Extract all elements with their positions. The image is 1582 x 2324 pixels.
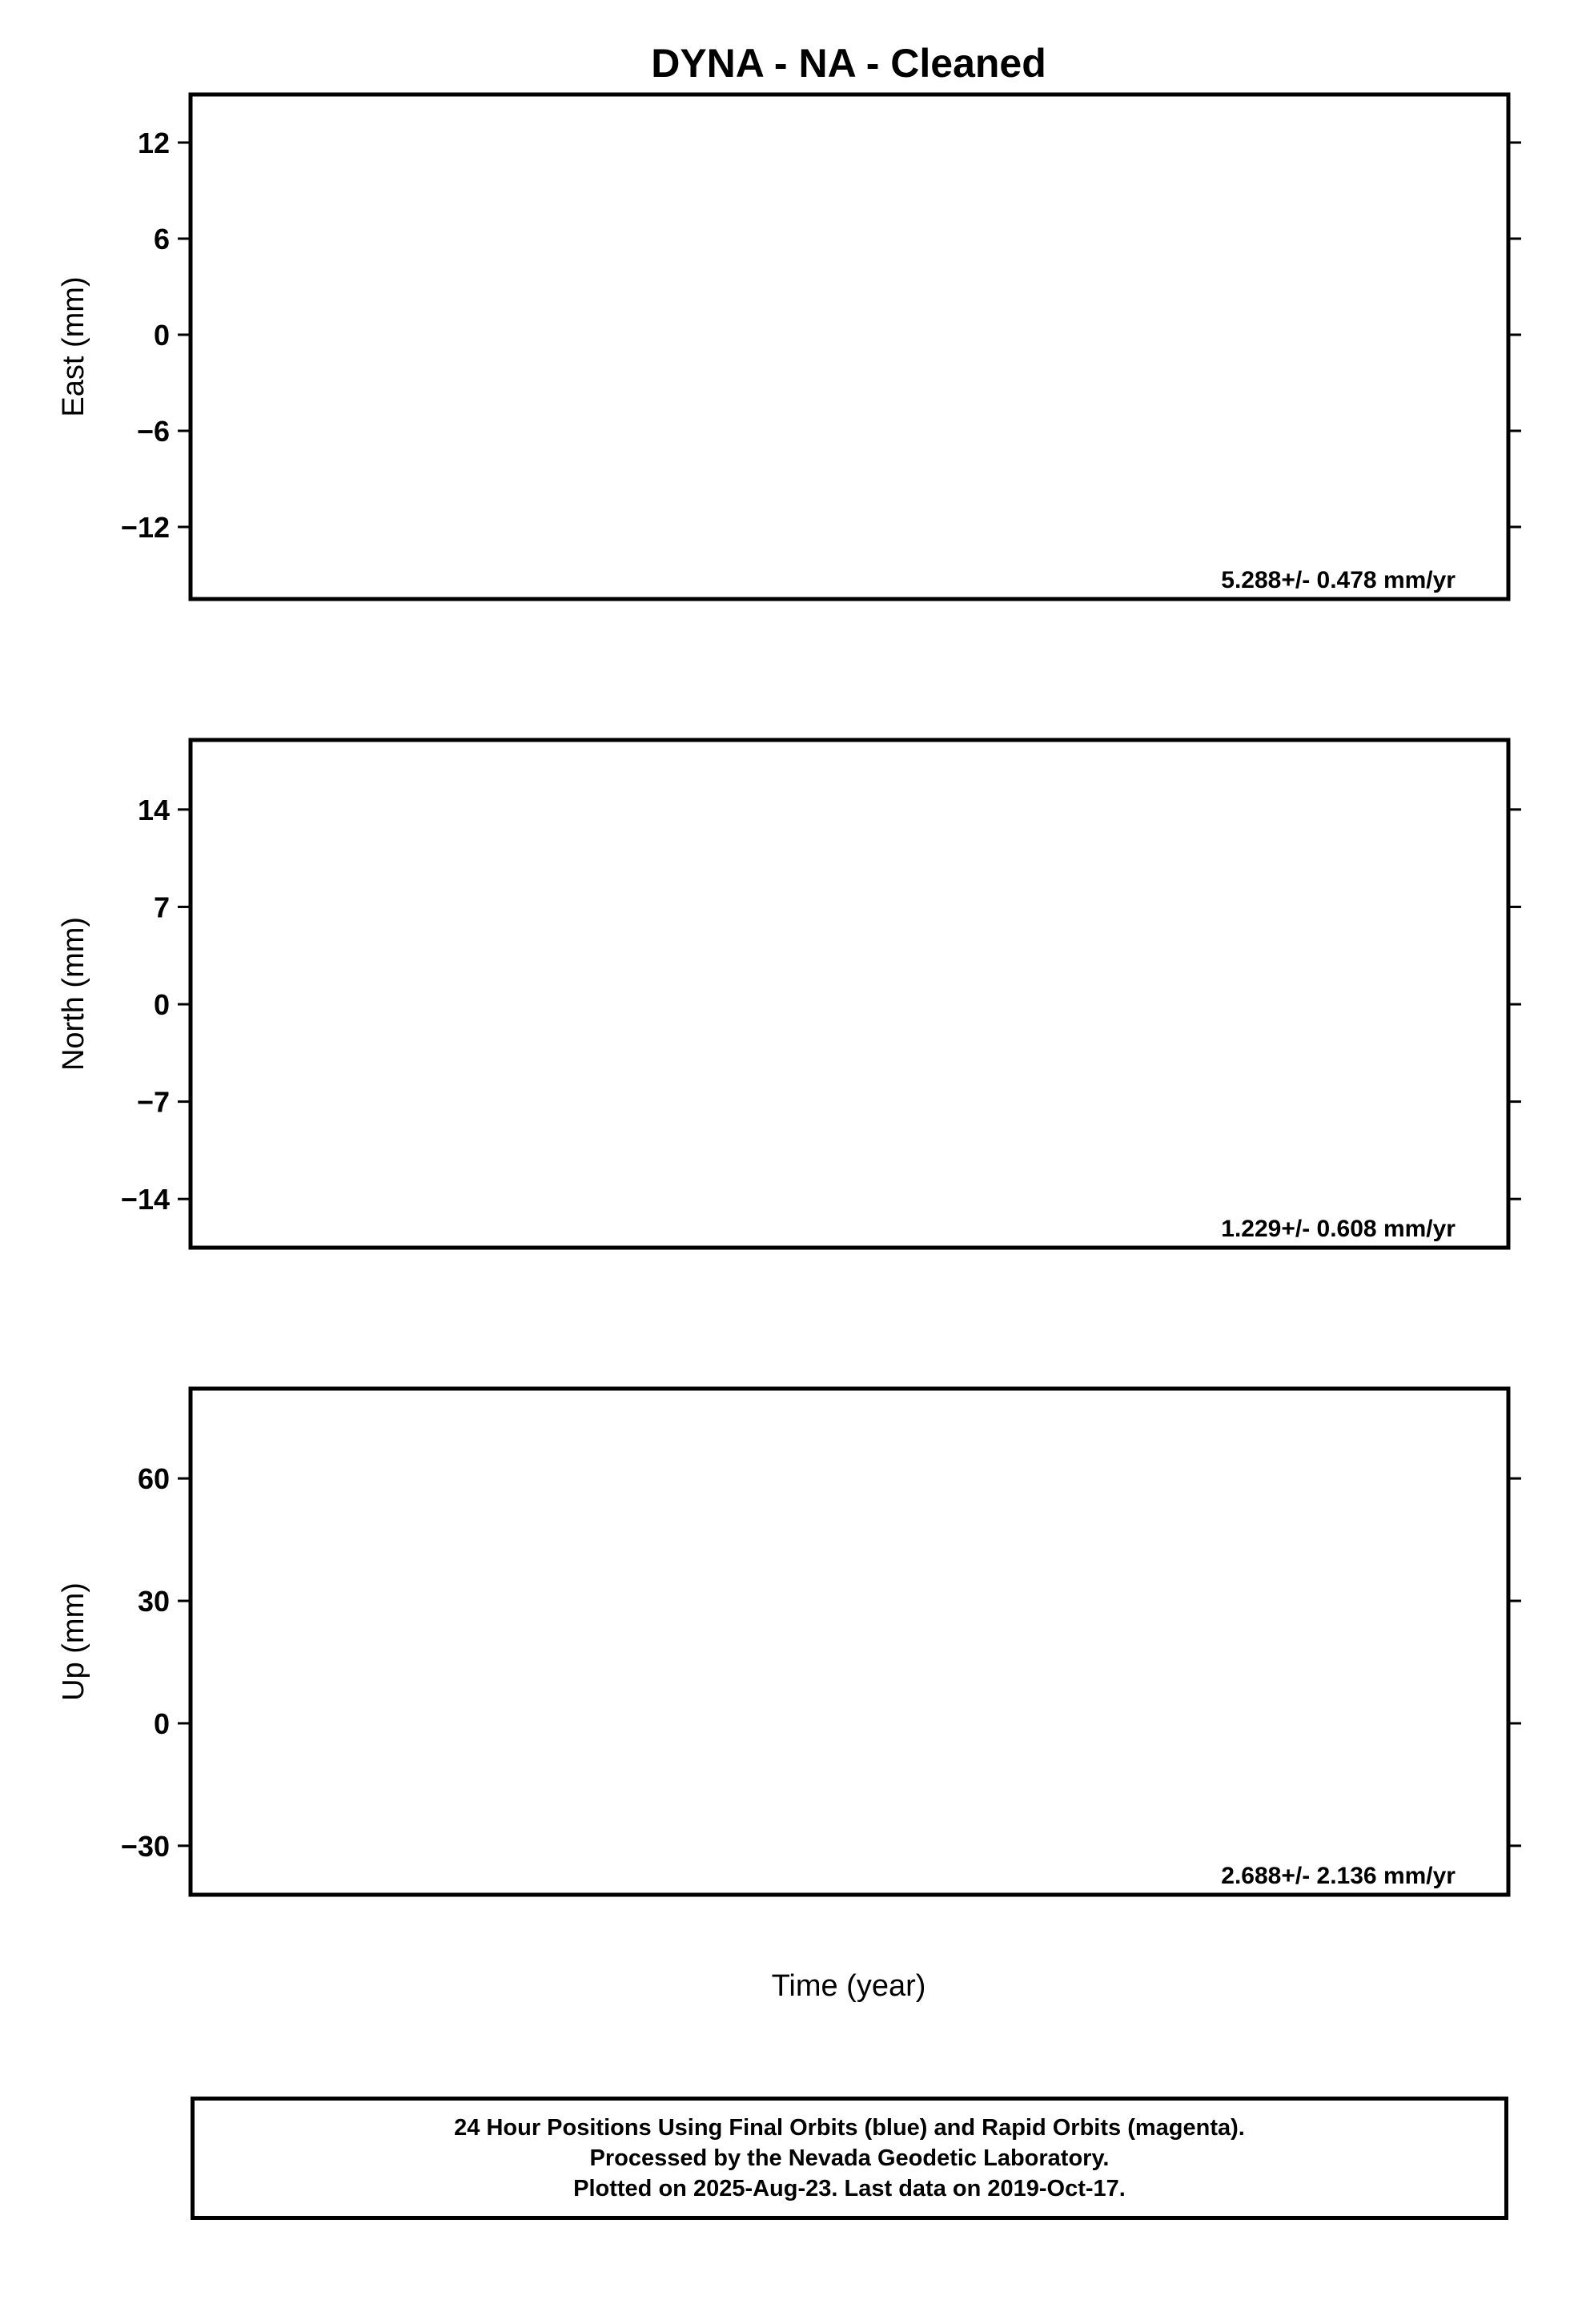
east-y-tick-label: 0 [154,319,170,352]
north-y-tick-label: 0 [154,988,170,1021]
north-y-tick-label: 7 [154,891,170,923]
north-y-axis-label: North (mm) [57,917,90,1071]
up-y-axis-label: Up (mm) [57,1582,90,1701]
east-y-tick-label: −12 [121,511,170,544]
footer-caption-box: 24 Hour Positions Using Final Orbits (bl… [191,2097,1508,2220]
up-rate-label: 2.688+/- 2.136 mm/yr [1221,1863,1456,1889]
north-y-tick-label: 14 [138,794,170,826]
up-y-tick-label: 60 [138,1462,170,1495]
up-y-tick-label: 0 [154,1707,170,1740]
east-frame [191,94,1508,599]
up-y-tick-label: −30 [121,1830,170,1863]
east-y-axis-label: East (mm) [57,276,90,416]
north-rate-label: 1.229+/- 0.608 mm/yr [1221,1216,1456,1242]
up-panel: −30030602016201720182019Up (mm)2.688+/- … [57,1376,1582,1951]
east-y-tick-label: −6 [137,415,170,448]
north-y-tick-label: −14 [121,1183,170,1216]
footer-line-processed: Processed by the Nevada Geodetic Laborat… [590,2143,1110,2173]
east-rate-label: 5.288+/- 0.478 mm/yr [1221,567,1456,593]
footer-line-orbits: 24 Hour Positions Using Final Orbits (bl… [454,2113,1245,2143]
east-panel: −12−606122016201720182019East (mm)5.288+… [57,82,1582,655]
north-y-tick-label: −7 [137,1086,170,1119]
north-panel: −14−707142016201720182019North (mm)1.229… [57,727,1582,1304]
up-y-tick-label: 30 [138,1585,170,1618]
north-frame [191,740,1508,1248]
chart-title: DYNA - NA - Cleaned [651,41,1046,86]
east-y-tick-label: 12 [138,127,170,159]
footer-line-plotted: Plotted on 2025-Aug-23. Last data on 201… [573,2173,1126,2204]
x-axis-label: Time (year) [772,1969,926,2003]
east-y-tick-label: 6 [154,223,170,255]
up-frame [191,1389,1508,1895]
